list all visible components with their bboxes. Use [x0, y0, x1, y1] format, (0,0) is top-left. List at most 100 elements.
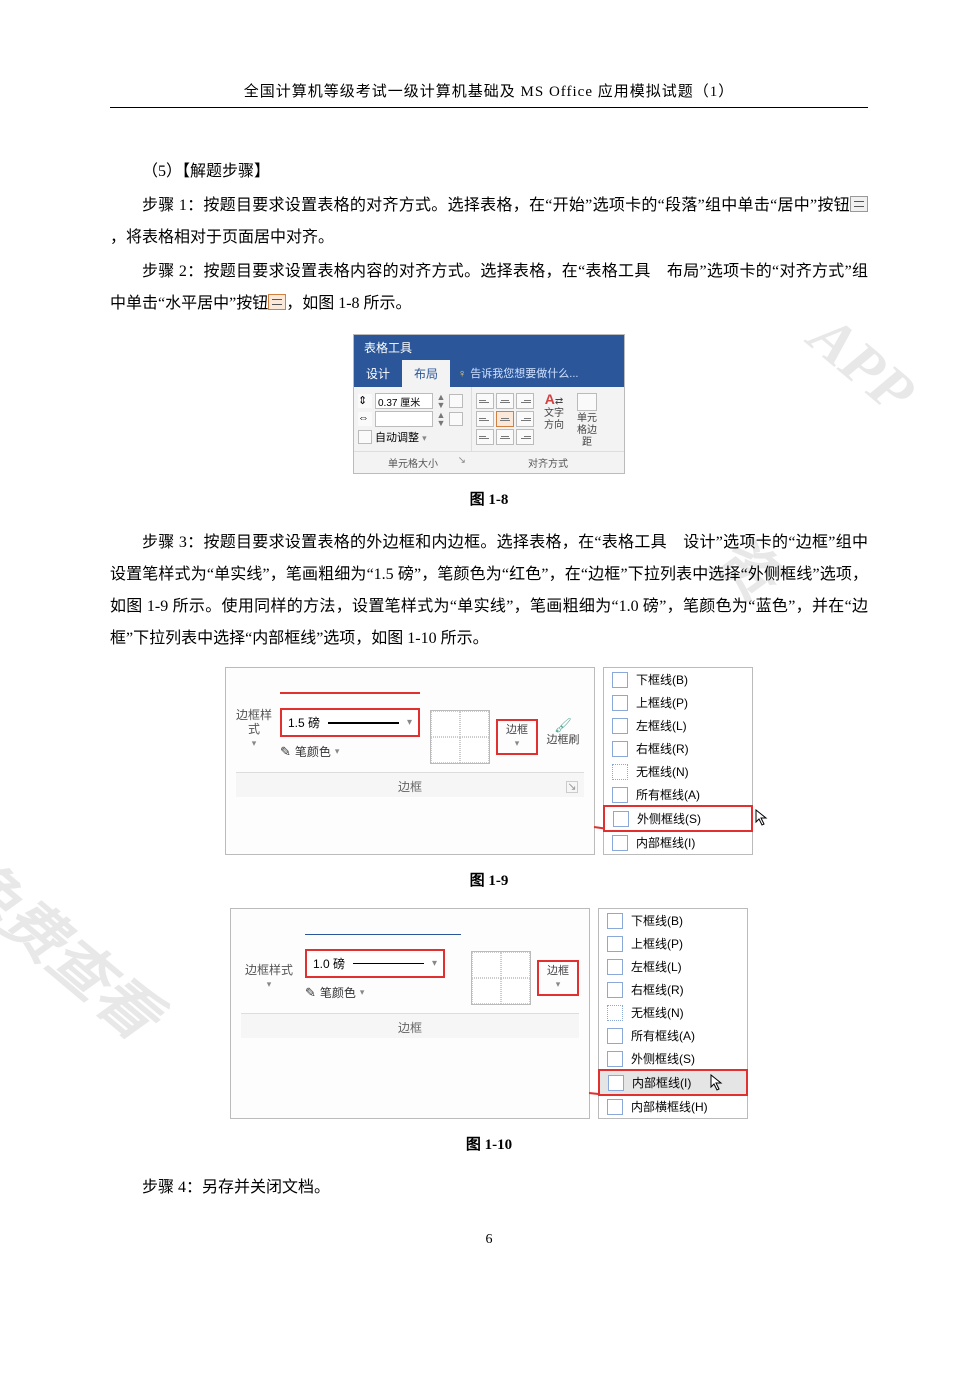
align-mid-left[interactable]	[476, 411, 494, 427]
border-painter-button[interactable]: 🖌边框刷	[542, 719, 584, 755]
menu-item-all[interactable]: 所有框线(A)	[599, 1024, 747, 1047]
row-height-icon: ⇕	[358, 394, 372, 408]
menu-item-top[interactable]: 上框线(P)	[599, 932, 747, 955]
dist-rows-icon[interactable]	[449, 394, 463, 408]
border-outside-icon	[607, 1051, 623, 1067]
align-bot-right[interactable]	[516, 429, 534, 445]
launcher-icon[interactable]: ↘	[454, 455, 470, 466]
border-style-button[interactable]: 边框样式▾	[241, 963, 297, 1005]
dist-cols-icon[interactable]	[449, 412, 463, 426]
pen-icon: ✎	[280, 744, 291, 760]
borders-ribbon-group: 边框样式▾ 1.5 磅 ▾ ✎笔颜色 ▾ 边框▾ 🖌边框刷	[225, 667, 595, 855]
line-style-preview	[305, 934, 461, 935]
page-number: 6	[110, 1232, 868, 1248]
border-right-icon	[607, 982, 623, 998]
group-border-label: 边框↘	[236, 772, 584, 797]
alignment-grid	[476, 393, 534, 445]
border-inside-h-icon	[607, 1099, 623, 1115]
cursor-icon	[755, 809, 769, 827]
border-none-icon	[612, 764, 628, 780]
step2-text-a: 步骤 2：按题目要求设置表格内容的对齐方式。选择表格，在“表格工具 布局”选项卡…	[110, 263, 868, 312]
menu-item-inside[interactable]: 内部框线(I)	[598, 1069, 748, 1096]
group-cell-size-label: 单元格大小	[388, 459, 438, 470]
step-1: 步骤 1：按题目要求设置表格的对齐方式。选择表格，在“开始”选项卡的“段落”组中…	[110, 190, 868, 254]
menu-item-bottom[interactable]: 下框线(B)	[599, 909, 747, 932]
group-align-label: 对齐方式	[472, 451, 624, 473]
menu-item-outside[interactable]: 外侧框线(S)	[603, 805, 753, 832]
menu-item-right[interactable]: 右框线(R)	[599, 978, 747, 1001]
weight-combo[interactable]: 1.5 磅 ▾	[280, 708, 420, 737]
tab-layout[interactable]: 布局	[402, 360, 450, 387]
menu-item-none[interactable]: 无框线(N)	[604, 760, 752, 783]
align-top-left[interactable]	[476, 393, 494, 409]
figure-1-10: 边框样式▾ 1.0 磅 ▾ ✎笔颜色 ▾ 边框▾ 边框	[110, 908, 868, 1119]
pen-color-button[interactable]: ✎笔颜色 ▾	[305, 984, 461, 1001]
align-top-center[interactable]	[496, 393, 514, 409]
border-preview-icon	[471, 951, 531, 1005]
border-bottom-icon	[612, 672, 628, 688]
col-width-icon: ⇔	[358, 412, 372, 426]
pen-icon: ✎	[305, 985, 316, 1001]
border-bottom-icon	[607, 913, 623, 929]
section-title: （5）【解题步骤】	[110, 156, 868, 188]
border-style-button[interactable]: 边框样式▾	[236, 708, 272, 764]
step-4: 步骤 4：另存并关闭文档。	[110, 1172, 868, 1204]
menu-item-all[interactable]: 所有框线(A)	[604, 783, 752, 806]
pen-color-button[interactable]: ✎笔颜色 ▾	[280, 743, 420, 760]
menu-item-none[interactable]: 无框线(N)	[599, 1001, 747, 1024]
weight-combo[interactable]: 1.0 磅 ▾	[305, 949, 445, 978]
chevron-down-icon: ▾	[407, 717, 412, 728]
border-outside-icon	[613, 811, 629, 827]
autofit-dropdown[interactable]: 自动调整 ▾	[375, 429, 427, 445]
brush-icon: 🖌	[554, 717, 572, 733]
figure-1-8: 表格工具 设计 布局 ♀告诉我您想要做什么... ⇕ ▲▼ ⇔ ▲▼	[353, 334, 625, 474]
bulb-icon: ♀	[458, 368, 466, 380]
step1-text-a: 步骤 1：按题目要求设置表格的对齐方式。选择表格，在“开始”选项卡的“段落”组中…	[142, 197, 850, 214]
border-all-icon	[607, 1028, 623, 1044]
border-none-icon	[607, 1005, 623, 1021]
figure-1-10-caption: 图 1-10	[110, 1133, 868, 1154]
tab-design[interactable]: 设计	[354, 360, 402, 387]
menu-item-inside-h[interactable]: 内部横框线(H)	[599, 1095, 747, 1118]
step-2: 步骤 2：按题目要求设置表格内容的对齐方式。选择表格，在“表格工具 布局”选项卡…	[110, 256, 868, 320]
step2-text-b: ，如图 1-8 所示。	[286, 295, 411, 312]
border-dropdown-menu: 下框线(B) 上框线(P) 左框线(L) 右框线(R) 无框线(N) 所有框线(…	[603, 667, 753, 855]
border-all-icon	[612, 787, 628, 803]
page-header: 全国计算机等级考试一级计算机基础及 MS Office 应用模拟试题（1）	[110, 80, 868, 108]
align-bot-left[interactable]	[476, 429, 494, 445]
figure-1-9-caption: 图 1-9	[110, 869, 868, 890]
align-mid-center[interactable]	[496, 411, 514, 427]
ribbon-context-title: 表格工具	[354, 335, 624, 360]
cell-margins-button[interactable]: 单元格边距	[574, 393, 600, 449]
menu-item-outside[interactable]: 外侧框线(S)	[599, 1047, 747, 1070]
border-dropdown-button[interactable]: 边框▾	[496, 719, 538, 755]
menu-item-left[interactable]: 左框线(L)	[604, 714, 752, 737]
spinner-icon[interactable]: ▲▼	[436, 411, 446, 427]
borders-ribbon-group: 边框样式▾ 1.0 磅 ▾ ✎笔颜色 ▾ 边框▾ 边框	[230, 908, 590, 1119]
weight-value: 1.5 磅	[288, 714, 320, 731]
align-bot-center[interactable]	[496, 429, 514, 445]
menu-item-inside[interactable]: 内部框线(I)	[604, 831, 752, 854]
border-dropdown-button[interactable]: 边框▾	[537, 960, 579, 996]
launcher-icon[interactable]: ↘	[566, 781, 578, 793]
tell-me[interactable]: ♀告诉我您想要做什么...	[450, 360, 624, 387]
spinner-icon[interactable]: ▲▼	[436, 393, 446, 409]
text-direction-button[interactable]: A⇄文字方向	[540, 393, 568, 432]
step-3: 步骤 3：按题目要求设置表格的外边框和内边框。选择表格，在“表格工具 设计”选项…	[110, 527, 868, 655]
row-height-input[interactable]	[375, 393, 433, 409]
weight-value: 1.0 磅	[313, 955, 345, 972]
menu-item-left[interactable]: 左框线(L)	[599, 955, 747, 978]
menu-item-bottom[interactable]: 下框线(B)	[604, 668, 752, 691]
border-left-icon	[612, 718, 628, 734]
col-width-input[interactable]	[375, 411, 433, 427]
align-top-right[interactable]	[516, 393, 534, 409]
menu-item-right[interactable]: 右框线(R)	[604, 737, 752, 760]
border-preview-icon	[430, 710, 490, 764]
border-inside-icon	[612, 835, 628, 851]
line-style-preview	[280, 692, 420, 694]
border-right-icon	[612, 741, 628, 757]
align-mid-right[interactable]	[516, 411, 534, 427]
menu-item-top[interactable]: 上框线(P)	[604, 691, 752, 714]
figure-1-8-caption: 图 1-8	[110, 488, 868, 509]
border-left-icon	[607, 959, 623, 975]
